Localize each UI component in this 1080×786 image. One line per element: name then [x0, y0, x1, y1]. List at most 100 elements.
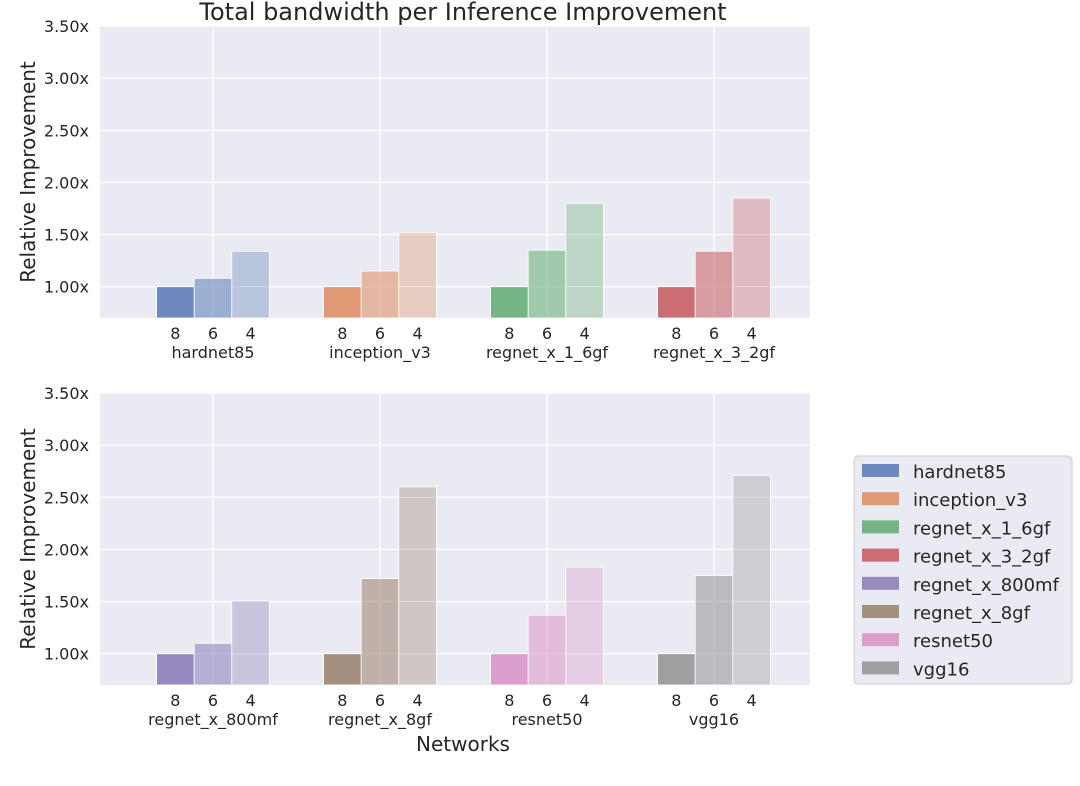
bar-regnet_x_800mf-4 — [231, 600, 270, 686]
legend-label: regnet_x_8gf — [913, 603, 1031, 624]
legend-label: regnet_x_1_6gf — [913, 518, 1051, 539]
bar-regnet_x_1_6gf-4 — [565, 202, 604, 319]
panel-1: 1.00x 1.50x 2.00x 2.50x 3.00x 3.50x Relative I… — [16, 17, 810, 363]
legend: hardnet85 inception_v3 regnet_x_1_6gfregne… — [853, 455, 1073, 685]
bit-tick-label: 6 — [208, 691, 218, 710]
y-tick-label: 2.00x — [44, 173, 89, 192]
bar-vgg16-6 — [694, 575, 734, 686]
y-tick-label: 2.50x — [44, 121, 89, 140]
legend-item: regnet_x_800mf — [862, 575, 1060, 596]
legend-swatch — [862, 520, 899, 534]
bar-regnet_x_1_6gf-8 — [490, 286, 529, 319]
bar-regnet_x_800mf-6 — [193, 642, 233, 686]
network-tick-label: vgg16 — [689, 710, 739, 729]
legend-label: inception_v3 — [913, 490, 1027, 511]
bar-hardnet85-4 — [231, 250, 270, 319]
legend-item: resnet50 — [862, 631, 993, 652]
y-tick-label: 1.00x — [44, 278, 89, 297]
bar-vgg16-4 — [732, 474, 771, 686]
bar-hardnet85-8 — [156, 286, 195, 319]
bar-regnet_x_3_2gf-8 — [657, 286, 696, 319]
legend-label: hardnet85 — [913, 462, 1006, 483]
bar-inception_v3-4 — [398, 232, 437, 319]
network-tick-label: inception_v3 — [329, 343, 431, 363]
bar-regnet_x_8gf-8 — [323, 653, 362, 686]
network-tick-label: resnet50 — [511, 710, 582, 729]
y-tick-label: 3.00x — [44, 436, 89, 455]
bit-tick-label: 6 — [709, 691, 719, 710]
bit-tick-label: 6 — [709, 324, 719, 343]
legend-label: resnet50 — [913, 631, 993, 652]
y-axis-label: Relative Improvement — [16, 428, 40, 650]
bit-tick-label: 4 — [246, 324, 256, 343]
bit-tick-label: 8 — [504, 324, 514, 343]
bit-tick-label: 8 — [504, 691, 514, 710]
legend-swatch — [862, 548, 899, 562]
bar-regnet_x_8gf-6 — [360, 578, 400, 686]
bar-inception_v3-8 — [323, 286, 362, 319]
bit-tick-label: 4 — [413, 691, 423, 710]
bit-tick-label: 4 — [747, 324, 757, 343]
legend-item: hardnet85 — [862, 462, 1006, 483]
legend-label: vgg16 — [913, 659, 969, 680]
bar-vgg16-8 — [657, 653, 696, 686]
legend-swatch — [862, 464, 899, 477]
bit-tick-label: 4 — [413, 324, 423, 343]
plot-background — [100, 26, 810, 318]
bit-tick-label: 8 — [170, 691, 180, 710]
network-tick-label: hardnet85 — [171, 343, 254, 362]
bar-resnet50-4 — [565, 566, 604, 686]
bit-tick-label: 6 — [542, 691, 552, 710]
legend-label: regnet_x_3_2gf — [913, 547, 1051, 568]
y-tick-label: 1.50x — [44, 593, 89, 612]
network-tick-label: regnet_x_8gf — [328, 710, 432, 730]
bit-tick-label: 6 — [542, 324, 552, 343]
bar-regnet_x_1_6gf-6 — [527, 249, 567, 319]
x-axis-label: Networks — [416, 732, 510, 756]
bit-tick-label: 6 — [375, 691, 385, 710]
y-tick-label: 3.00x — [44, 69, 89, 88]
legend-item: regnet_x_1_6gf — [862, 518, 1051, 539]
legend-item: inception_v3 — [862, 490, 1027, 511]
network-tick-label: regnet_x_1_6gf — [486, 343, 608, 363]
bit-tick-label: 8 — [170, 324, 180, 343]
bit-tick-label: 4 — [246, 691, 256, 710]
bar-hardnet85-6 — [193, 277, 233, 319]
y-tick-label: 1.00x — [44, 645, 89, 664]
bar-regnet_x_8gf-4 — [398, 486, 437, 686]
y-tick-label: 2.50x — [44, 488, 89, 507]
y-axis-label: Relative Improvement — [16, 61, 40, 283]
bit-tick-label: 8 — [337, 324, 347, 343]
bar-regnet_x_3_2gf-6 — [694, 250, 734, 319]
panel-2: 1.00x 1.50x 2.00x 2.50x 3.00x 3.50x Relative I… — [16, 384, 810, 730]
legend-swatch — [862, 661, 899, 675]
legend-swatch — [862, 576, 899, 590]
legend-label: regnet_x_800mf — [913, 575, 1060, 596]
chart-title: Total bandwidth per Inference Improvemen… — [198, 0, 726, 26]
bit-tick-label: 8 — [671, 324, 681, 343]
legend-item: vgg16 — [862, 659, 969, 680]
network-tick-label: regnet_x_800mf — [148, 710, 278, 730]
bit-tick-label: 4 — [747, 691, 757, 710]
bar-regnet_x_800mf-8 — [156, 653, 195, 686]
legend-item: regnet_x_8gf — [862, 603, 1031, 624]
bit-tick-label: 6 — [375, 324, 385, 343]
bit-tick-label: 8 — [671, 691, 681, 710]
bit-tick-label: 6 — [208, 324, 218, 343]
bar-inception_v3-6 — [360, 270, 400, 319]
legend-item: regnet_x_3_2gf — [862, 547, 1051, 568]
bar-resnet50-8 — [490, 653, 529, 686]
legend-box — [853, 455, 1073, 685]
bit-tick-label: 8 — [337, 691, 347, 710]
legend-swatch — [862, 605, 899, 618]
network-tick-label: regnet_x_3_2gf — [653, 343, 775, 363]
legend-swatch — [862, 633, 899, 647]
